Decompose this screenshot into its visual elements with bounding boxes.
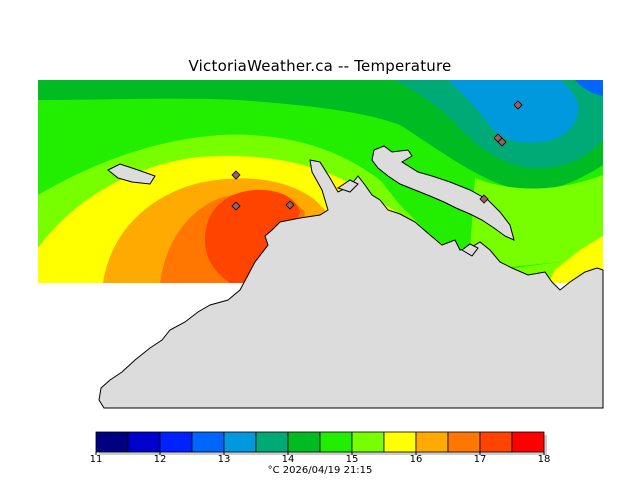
legend-tick-label: 12	[153, 454, 167, 465]
band-10-11	[575, 80, 603, 96]
station-marker	[231, 201, 241, 211]
island-small	[336, 179, 359, 193]
land-mass	[98, 159, 604, 409]
legend-tick-label: 13	[217, 454, 231, 465]
band-15-16-east	[470, 175, 603, 268]
island-west	[107, 163, 156, 185]
legend-swatch	[415, 431, 449, 453]
legend-tick-label: 18	[537, 454, 551, 465]
legend-swatch	[255, 431, 289, 453]
legend-swatch	[287, 431, 321, 453]
legend-swatch	[319, 431, 353, 453]
legend-swatch	[127, 431, 161, 453]
legend-timestamp: 2026/04/19 21:15	[282, 465, 373, 476]
legend-swatch	[447, 431, 481, 453]
legend-swatch	[159, 431, 193, 453]
legend-tick-label: 17	[473, 454, 487, 465]
legend-swatch	[351, 431, 385, 453]
legend-swatch	[479, 431, 513, 453]
legend-unit: °C	[267, 465, 280, 476]
legend-tick-label: 14	[281, 454, 295, 465]
legend-color-bar	[95, 431, 547, 455]
station-marker	[513, 100, 523, 110]
legend-caption: °C 2026/04/19 21:15	[0, 465, 640, 476]
legend-swatch	[191, 431, 225, 453]
map-title: VictoriaWeather.ca -- Temperature	[188, 57, 452, 75]
station-marker	[479, 194, 489, 204]
legend-swatch	[383, 431, 417, 453]
legend-tick-label: 16	[409, 454, 423, 465]
legend-tick-label: 15	[345, 454, 359, 465]
legend-swatch	[223, 431, 257, 453]
station-marker	[285, 200, 295, 210]
band-11-12	[448, 80, 579, 143]
legend-tick-label: 11	[89, 454, 103, 465]
station-marker	[497, 137, 507, 147]
legend-swatch	[95, 431, 129, 453]
legend-swatch	[511, 431, 545, 453]
weather-stations	[231, 100, 523, 211]
island-east	[461, 243, 479, 257]
inlet-shore	[371, 145, 515, 241]
station-marker	[231, 170, 241, 180]
